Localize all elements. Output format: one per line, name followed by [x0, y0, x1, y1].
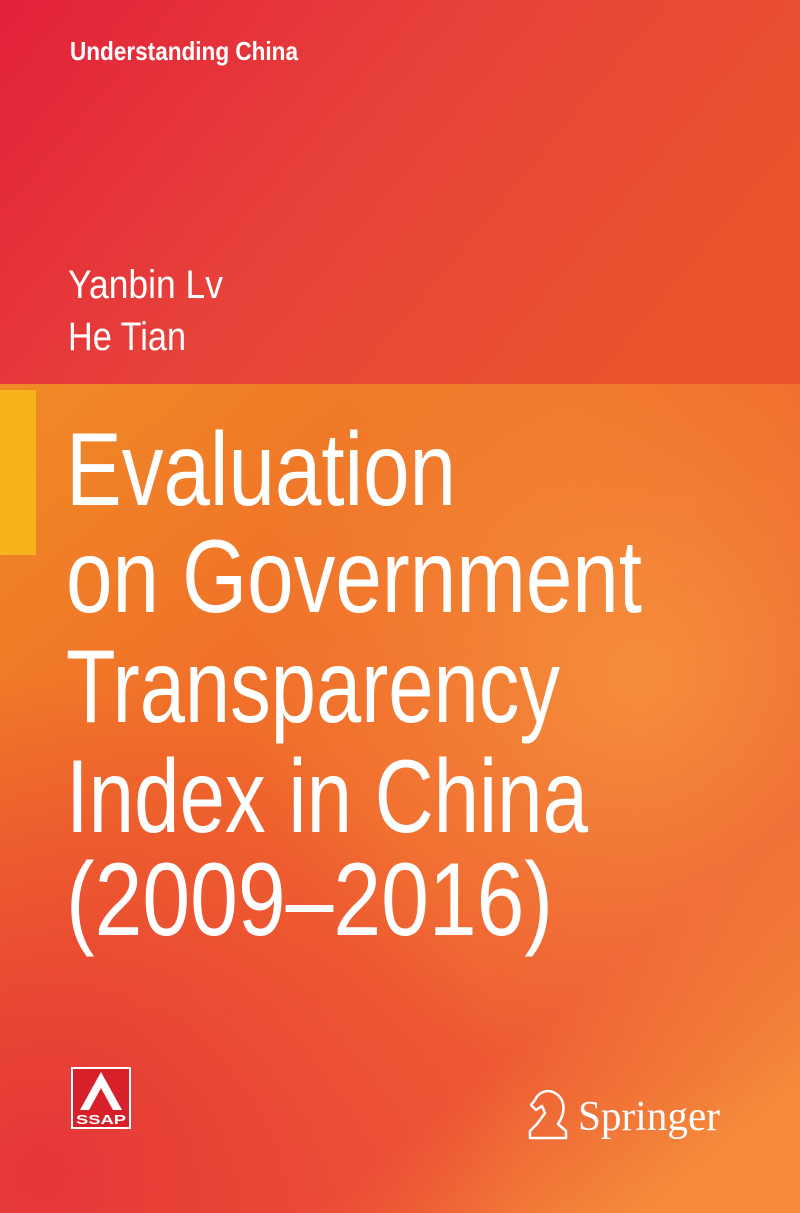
ssap-logo: SSAP	[71, 1067, 131, 1129]
series-name: Understanding China	[70, 36, 298, 66]
title-line: Transparency	[66, 629, 560, 745]
accent-bar	[0, 390, 36, 555]
author: Yanbin Lv	[68, 263, 223, 307]
author: He Tian	[68, 315, 186, 359]
shade	[0, 384, 800, 1213]
title-line: Evaluation	[66, 412, 456, 528]
title-line: on Government	[66, 519, 642, 635]
springer-text: Springer	[578, 1094, 720, 1140]
ssap-text: SSAP	[76, 1112, 126, 1127]
top-band	[0, 0, 800, 384]
springer-logo: Springer	[528, 1089, 720, 1140]
title-line: (2009–2016)	[66, 842, 553, 958]
title-line: Index in China	[66, 739, 588, 855]
